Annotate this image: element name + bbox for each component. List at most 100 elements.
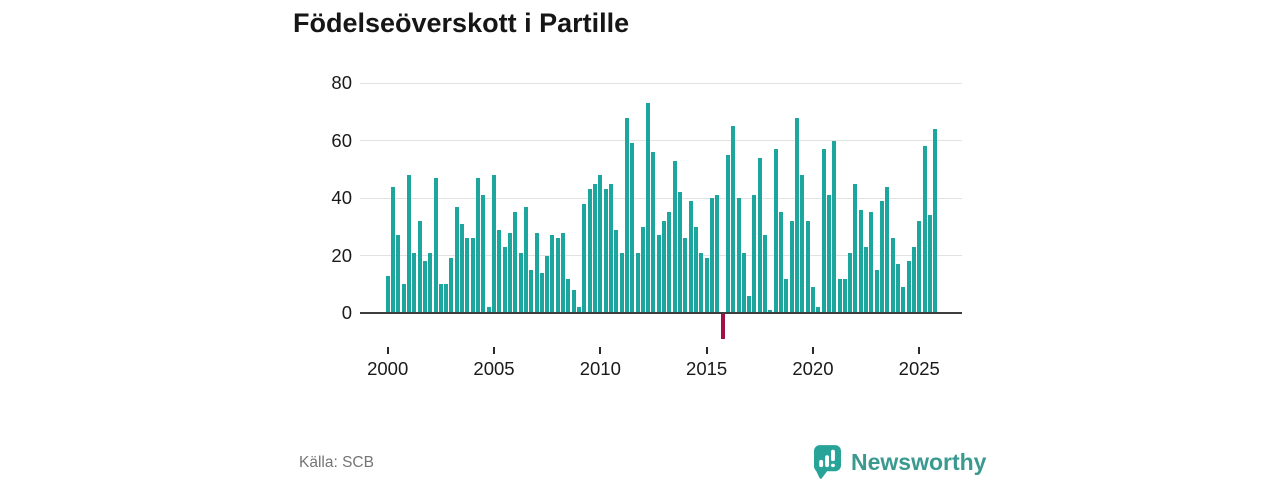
bar [773,149,778,313]
bar [497,229,502,313]
bar [880,200,885,313]
bar [800,175,805,313]
bar [667,212,672,313]
bar [933,129,938,313]
y-tick-label: 0 [341,302,352,323]
bar [874,269,879,313]
bar [810,287,815,313]
bar [630,143,635,313]
bar [385,275,390,313]
bar [709,198,714,313]
x-tick-mark [918,347,921,354]
bar [502,246,507,313]
bar [741,252,746,313]
bar [826,195,831,313]
bar [406,175,411,313]
bar [593,183,597,313]
bar [640,226,645,313]
gridline [360,140,962,141]
bar [454,206,459,313]
bar [449,258,454,313]
bar [587,189,592,313]
bar [571,290,576,313]
chart-title: Födelseöverskott i Partille [293,8,630,38]
bar [789,221,794,313]
bar [784,278,789,313]
x-tick-mark [599,347,602,354]
bar [566,278,571,313]
bar [699,252,704,313]
bar [422,261,427,313]
bar [646,103,651,313]
bar [603,189,608,313]
y-tick-label: 60 [331,129,352,151]
bar [901,287,906,313]
bar [476,177,481,313]
bar [816,307,821,313]
bar [417,221,422,313]
bar [624,117,629,313]
bar [662,221,667,313]
bar [523,206,528,313]
bar-negative [720,313,725,339]
x-tick-label: 2000 [367,358,409,379]
bar [731,126,736,313]
bar [582,203,587,313]
bar [853,183,858,313]
bar [917,221,922,313]
bar [895,264,900,313]
x-tick-label: 2020 [792,358,834,379]
bar [832,140,837,313]
bar [704,258,709,313]
bar [555,238,560,313]
bar [534,232,539,313]
bar [518,252,523,313]
bar [678,192,683,313]
bar [460,223,465,313]
bar [545,255,550,313]
bar [651,152,656,313]
bar [577,307,582,313]
bar [433,177,438,313]
x-tick-mark [493,347,495,354]
bar [768,310,773,313]
bar [683,238,688,313]
bar [391,186,395,313]
bar [486,307,491,313]
source-label: Källa: SCB [299,454,374,471]
x-tick-mark [705,347,708,354]
bar [757,157,762,313]
bar [864,246,869,313]
bar [837,278,842,313]
bar [821,149,826,313]
bar [614,229,619,313]
bar [858,209,863,313]
bar [779,212,784,313]
y-tick-label: 40 [331,187,352,208]
bar [805,221,810,313]
y-tick-label: 20 [331,244,352,266]
y-tick-label: 80 [331,72,352,93]
bar [539,272,544,313]
bar [672,160,677,313]
bar [598,175,603,313]
bar [492,175,496,313]
bar [715,195,720,313]
bar [725,154,730,313]
bar [635,252,640,313]
bar [608,183,613,313]
bar [747,295,752,313]
bar [396,235,401,313]
bar [693,226,698,313]
bar [513,212,518,313]
bar [444,284,449,313]
bar [906,261,911,313]
bar [529,269,534,313]
bar [752,195,757,313]
x-tick-mark [386,347,389,354]
x-tick-label: 2010 [579,358,621,379]
bar [842,278,847,313]
x-tick-mark [811,347,814,354]
bar [481,195,486,313]
